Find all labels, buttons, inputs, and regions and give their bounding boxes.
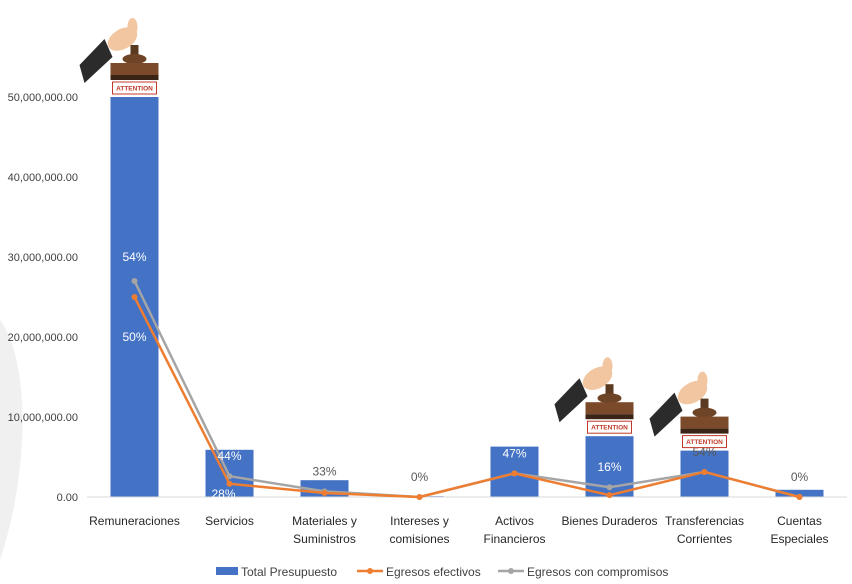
x-category-label: Corrientes [677, 532, 732, 546]
stamp-base [585, 414, 634, 420]
y-tick-label: 20,000,000.00 [8, 332, 78, 344]
percent-label-compromisos: 54% [122, 250, 146, 264]
stamp-base [680, 428, 729, 434]
finger-shape [127, 18, 138, 36]
sleeve-shape [649, 392, 683, 437]
y-tick-label: 30,000,000.00 [8, 252, 78, 264]
sleeve-shape [79, 39, 113, 83]
legend-label: Egresos efectivos [386, 565, 481, 579]
bar [775, 489, 824, 497]
x-category-label: Especiales [770, 532, 828, 546]
series-point [416, 494, 423, 500]
stamp-imprint [587, 420, 632, 434]
series-point [321, 490, 328, 496]
x-category-label: Intereses y [390, 514, 449, 528]
stamp-knob [692, 407, 717, 418]
legend-marker [367, 568, 373, 574]
x-category-label: Remuneraciones [89, 514, 180, 528]
stamp-base [110, 75, 159, 80]
stamp-text: ATTENTION [591, 425, 628, 432]
legend-item: Egresos con compromisos [498, 565, 668, 579]
percent-label-efectivos: 3% [601, 498, 619, 512]
legend-label: Total Presupuesto [241, 565, 337, 579]
series-point [511, 470, 518, 477]
legend-item: Egresos efectivos [357, 565, 481, 579]
percent-label-efectivos: 24% [306, 496, 330, 510]
percent-label-compromisos: 54% [692, 445, 716, 459]
legend-label: Egresos con compromisos [527, 565, 668, 579]
percent-label-efectivos: 50% [122, 330, 146, 344]
stamp-imprint [112, 81, 157, 95]
finger-shape [697, 371, 708, 390]
stamp-knob [597, 393, 622, 404]
legend-swatch [216, 567, 238, 575]
x-category-label: comisiones [389, 532, 449, 546]
series-point [701, 468, 708, 475]
x-category-label: Transferencias [665, 514, 744, 528]
legend: Total Presupuesto Egresos efectivos Egreso… [216, 565, 668, 579]
percent-label-compromisos: 0% [411, 470, 429, 484]
series-point [226, 480, 233, 487]
percent-label-compromisos: 47% [502, 446, 526, 460]
x-category-label: Activos [495, 514, 534, 528]
stamp-block [680, 416, 729, 429]
attention-stamps: ATTENTION ATTENTION ATTENTION [79, 18, 729, 449]
percent-label-compromisos: 44% [217, 449, 241, 463]
y-tick-label: 40,000,000.00 [8, 172, 78, 184]
stamp-handle [130, 45, 139, 59]
stamp-imprint [682, 435, 727, 449]
stamp-text: ATTENTION [116, 86, 153, 93]
series-point [796, 494, 803, 500]
series-point [131, 294, 138, 300]
x-category-label: Financieros [483, 532, 545, 546]
attention-stamp: ATTENTION [649, 371, 729, 449]
series-point [606, 484, 613, 491]
percent-label-compromisos: 33% [312, 464, 336, 478]
percent-labels: 54% 44% 33% 0% 47% 16% 54% 0% 50% 28% 24% 3% [122, 250, 808, 512]
percent-label-efectivos: 28% [211, 487, 235, 501]
legend-marker [508, 568, 514, 574]
percent-label-compromisos: 0% [791, 470, 809, 484]
series-point [606, 492, 613, 499]
finger-shape [602, 357, 613, 376]
series-point [131, 278, 138, 284]
percent-label-compromisos: 16% [597, 460, 621, 474]
x-category-label: Suministros [293, 532, 356, 546]
legend-item: Total Presupuesto [216, 565, 337, 579]
stamp-knob [122, 54, 147, 64]
stamp-handle [700, 398, 709, 413]
y-axis: 0.00 10,000,000.00 20,000,000.00 30,000,000… [8, 92, 78, 504]
stamp-block [585, 402, 634, 415]
decorative-swoosh [0, 320, 23, 584]
series-line [133, 296, 800, 499]
y-tick-label: 0.00 [57, 492, 78, 504]
sleeve-shape [554, 378, 588, 423]
stamp-block [110, 63, 159, 75]
x-category-label: Materiales y [292, 514, 357, 528]
x-category-label: Bienes Duraderos [561, 514, 657, 528]
line-series [131, 278, 803, 500]
x-category-label: Servicios [205, 514, 254, 528]
y-tick-label: 10,000,000.00 [8, 412, 78, 424]
series-point [226, 473, 233, 480]
attention-stamp: ATTENTION [79, 18, 159, 95]
x-axis-categories: Remuneraciones Servicios Materiales y Sumin… [89, 514, 828, 546]
attention-stamp: ATTENTION [554, 357, 634, 434]
stamp-text: ATTENTION [686, 439, 723, 446]
x-category-label: Cuentas [777, 514, 822, 528]
y-tick-label: 50,000,000.00 [8, 92, 78, 104]
stamp-handle [605, 384, 614, 399]
